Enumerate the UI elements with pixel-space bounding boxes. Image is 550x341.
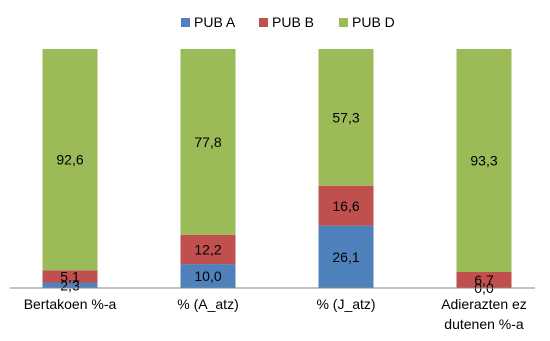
legend-swatch-2 — [259, 18, 268, 27]
data-label-3-2: 16,6 — [332, 198, 359, 214]
category-label-4-line-1: Adierazten ez — [441, 296, 527, 312]
data-label-3-1: 26,1 — [332, 249, 359, 265]
legend: PUB A PUB B PUB D — [181, 14, 395, 30]
data-label-1-2: 5,1 — [60, 268, 80, 284]
bar-segment-1-3 — [42, 49, 98, 271]
bar-segment-2-1 — [180, 264, 236, 288]
legend-swatch-1 — [181, 18, 190, 27]
data-label-3-3: 57,3 — [332, 109, 359, 125]
legend-swatch-3 — [339, 18, 348, 27]
bar-segment-3-2 — [318, 185, 374, 226]
legend-label-1: PUB A — [194, 14, 236, 30]
category-label-4-line-2: dutenen %-a — [444, 316, 524, 332]
bar-segment-4-3 — [456, 49, 512, 272]
data-label-4-3: 93,3 — [470, 152, 497, 168]
data-label-4-2: 6,7 — [474, 272, 494, 288]
bar-segment-3-3 — [318, 49, 374, 186]
bar-segment-1-2 — [42, 270, 98, 283]
data-label-2-2: 12,2 — [194, 242, 221, 258]
bar-segment-2-3 — [180, 49, 236, 235]
data-label-1-3: 92,6 — [56, 152, 83, 168]
data-label-2-1: 10,0 — [194, 268, 221, 284]
bar-segment-4-2 — [456, 271, 512, 288]
data-label-1-1: 2,3 — [60, 277, 80, 293]
bar-segment-1-1 — [42, 282, 98, 288]
legend-label-2: PUB B — [272, 14, 314, 30]
legend-label-3: PUB D — [352, 14, 395, 30]
category-label-1: Bertakoen %-a — [24, 296, 117, 312]
plot-area: 2,35,192,610,012,277,826,116,657,30,06,7… — [42, 49, 512, 296]
data-label-2-3: 77,8 — [194, 134, 221, 150]
x-axis-labels: Bertakoen %-a % (A_atz) % (J_atz) Adierazte… — [24, 296, 527, 332]
category-label-3: % (J_atz) — [316, 296, 375, 312]
category-label-2: % (A_atz) — [177, 296, 238, 312]
bar-segment-3-1 — [318, 225, 374, 288]
bar-segment-2-2 — [180, 234, 236, 265]
